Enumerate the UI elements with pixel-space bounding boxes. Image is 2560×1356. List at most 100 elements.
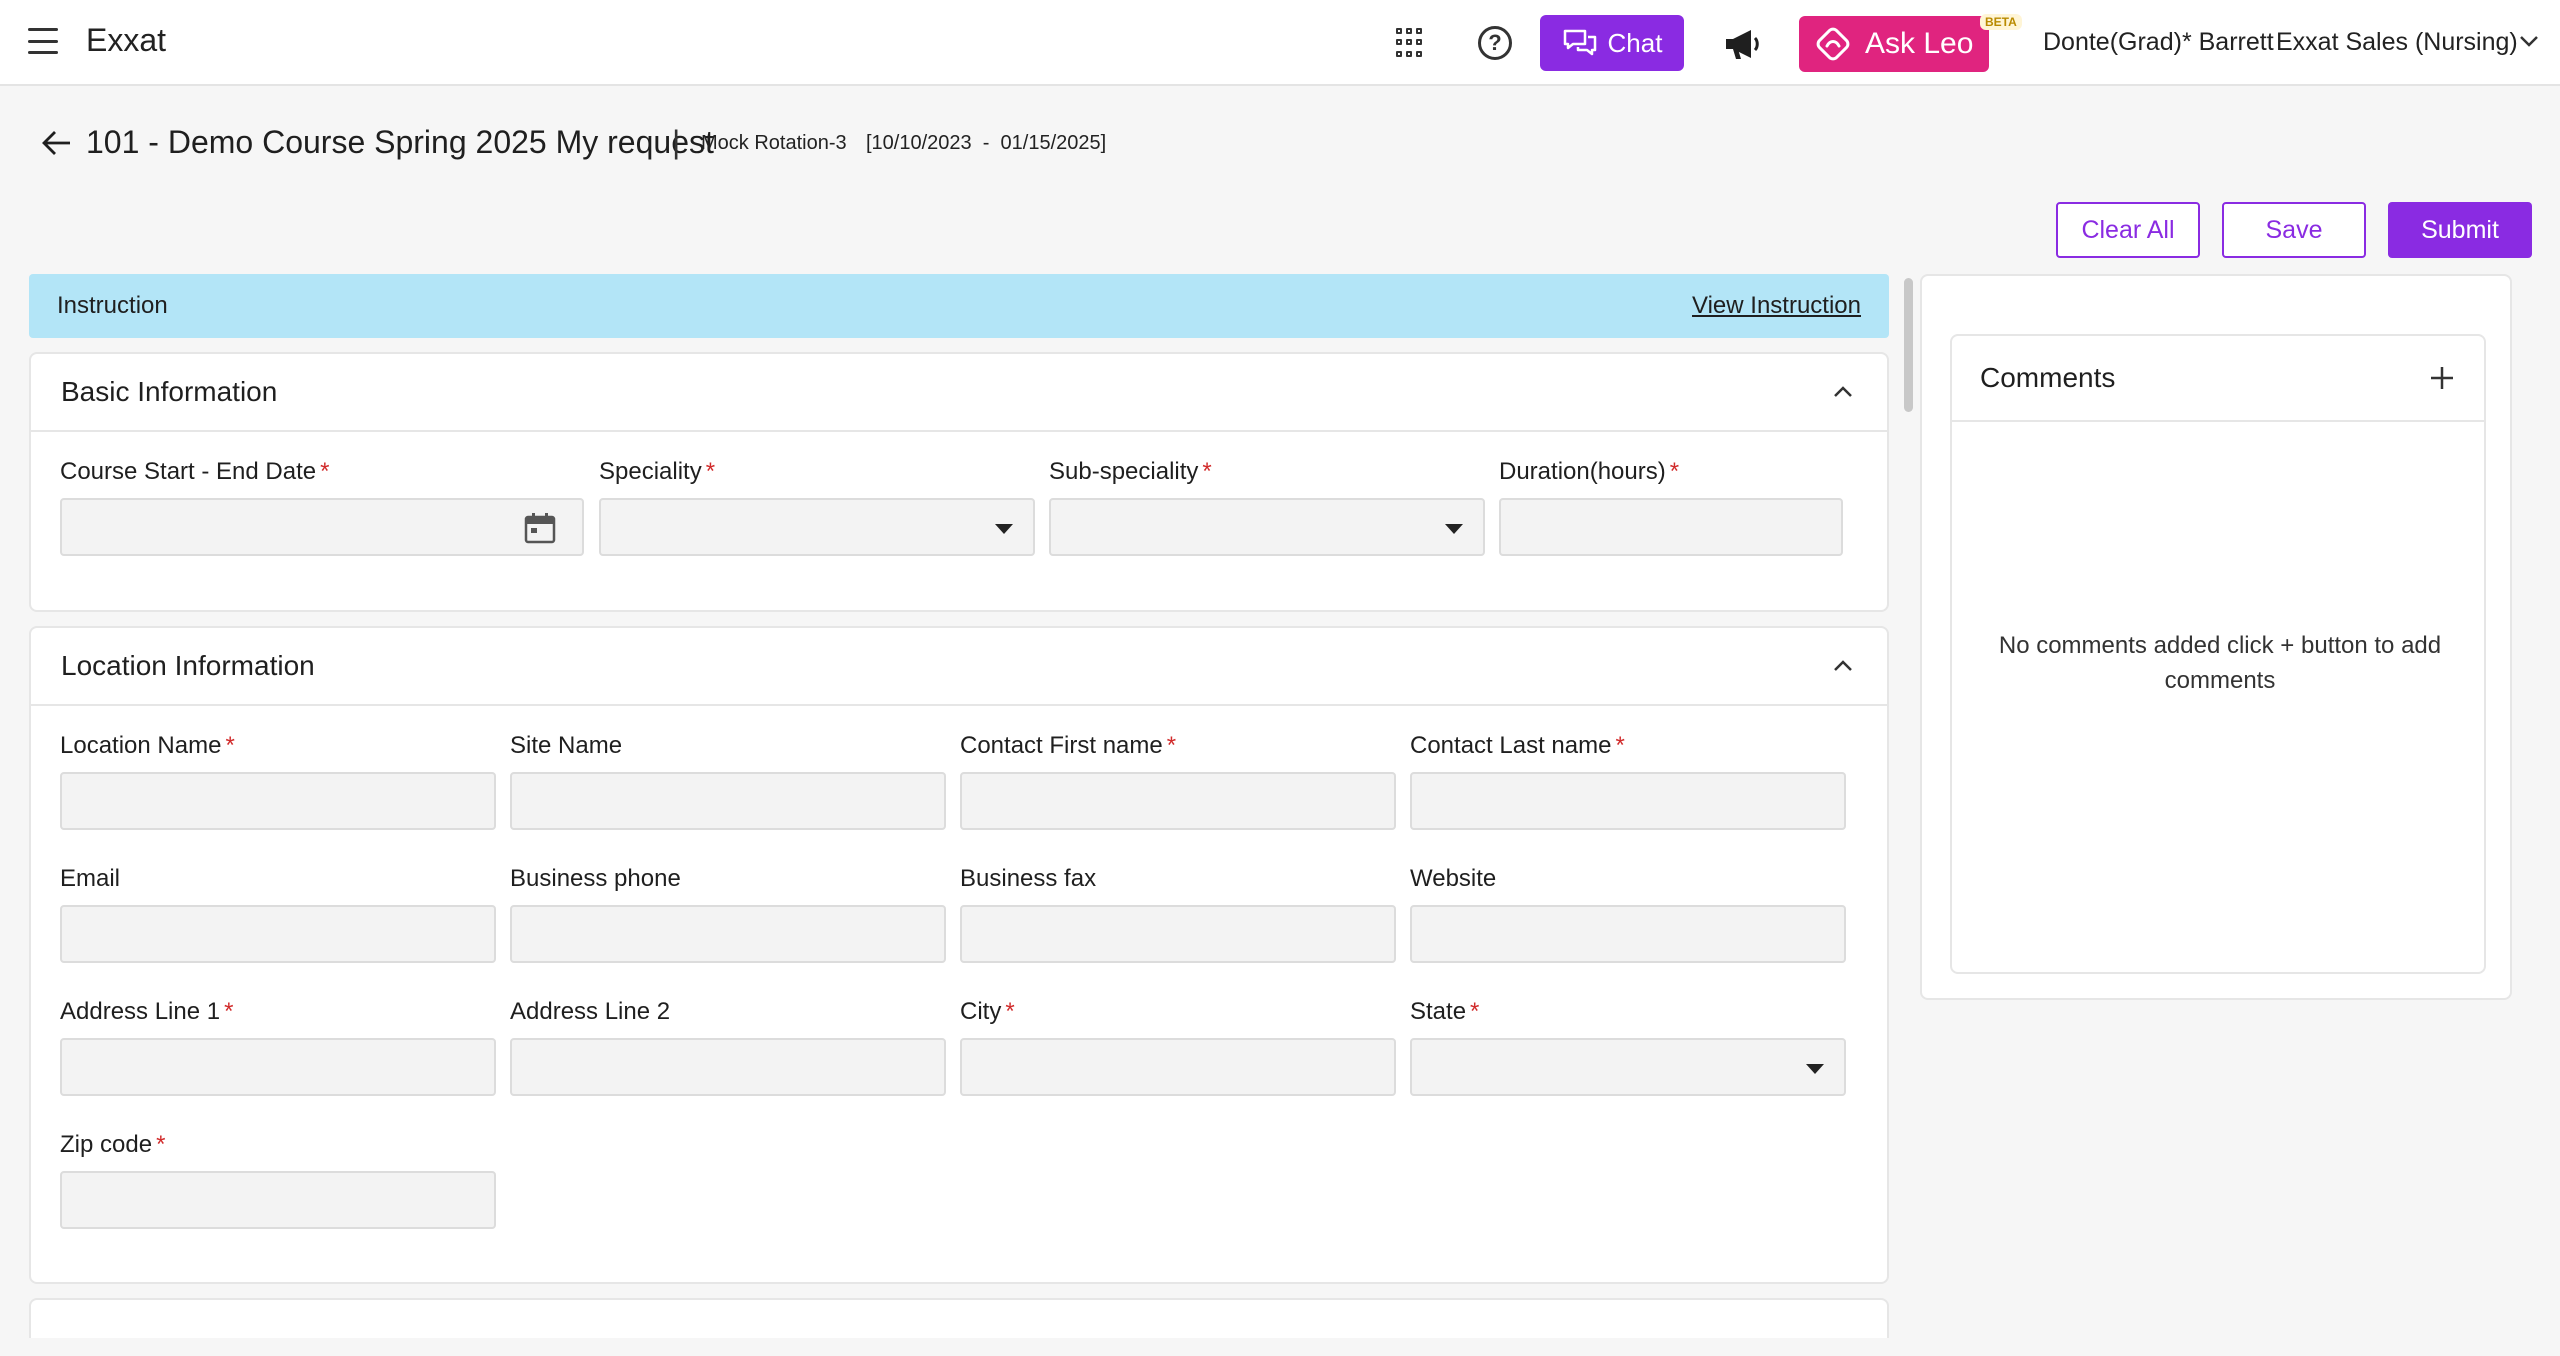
rotation-dates: [10/10/2023 - 01/15/2025] [866, 132, 1107, 154]
hamburger-menu-icon[interactable] [28, 28, 58, 54]
website-label: Website [1410, 865, 1497, 892]
address-line-2-field: Address Line 2 [510, 998, 946, 1096]
business-fax-label: Business fax [960, 865, 1097, 892]
ask-leo-button[interactable]: Ask Leo [1799, 16, 1989, 72]
duration-label: Duration(hours) [1499, 458, 1666, 485]
website-field: Website [1410, 865, 1846, 963]
sub-speciality-label: Sub-speciality [1049, 458, 1199, 485]
city-input[interactable] [960, 1038, 1396, 1096]
contact-last-name-input[interactable] [1410, 772, 1846, 830]
required-mark: * [1005, 998, 1015, 1025]
chat-button-label: Chat [1607, 27, 1663, 58]
duration-input[interactable] [1499, 498, 1843, 556]
announcements-megaphone-icon[interactable] [1722, 24, 1762, 64]
sub-speciality-field: Sub-speciality * [1049, 458, 1485, 556]
required-mark: * [224, 998, 234, 1025]
location-name-label: Location Name [60, 732, 222, 759]
zip-code-input[interactable] [60, 1171, 496, 1229]
zip-code-field: Zip code * [60, 1131, 496, 1229]
contact-last-name-label: Contact Last name [1410, 732, 1612, 759]
email-field: Email [60, 865, 496, 963]
location-information-header[interactable]: Location Information [31, 628, 1887, 706]
ask-leo-label: Ask Leo [1865, 27, 1974, 60]
chevron-down-icon[interactable] [2518, 30, 2540, 52]
title-separator: | [672, 124, 681, 160]
email-label: Email [60, 865, 121, 892]
city-field: City * [960, 998, 1396, 1096]
instruction-label: Instruction [57, 292, 168, 319]
top-navigation-bar: Exxat ? Chat Ask Leo BETA Donte(Grad)* B… [0, 0, 2560, 86]
leo-logo-icon [1816, 27, 1850, 61]
website-input[interactable] [1410, 905, 1846, 963]
required-mark: * [1166, 732, 1177, 759]
sub-speciality-select[interactable] [1049, 498, 1485, 556]
state-select[interactable] [1410, 1038, 1846, 1096]
view-instruction-link[interactable]: View Instruction [1692, 292, 1861, 319]
required-mark: * [1202, 458, 1212, 485]
location-information-title: Location Information [61, 650, 315, 681]
required-mark: * [225, 732, 235, 759]
rotation-name: Mock Rotation-3 [701, 132, 847, 154]
back-arrow-icon[interactable] [40, 126, 74, 160]
add-comment-plus-icon[interactable] [2428, 364, 2456, 392]
clear-all-button[interactable]: Clear All [2056, 202, 2200, 258]
comments-empty-message: No comments added click + button to add … [1998, 632, 2442, 694]
duration-field: Duration(hours) * [1499, 458, 1843, 556]
organization-selector[interactable]: Exxat Sales (Nursing) [2276, 28, 2518, 56]
page-title: 101 - Demo Course Spring 2025 My request [86, 124, 714, 160]
address-line-1-input[interactable] [60, 1038, 496, 1096]
city-label: City [960, 998, 1002, 1025]
required-mark: * [320, 458, 330, 485]
chat-button[interactable]: Chat [1540, 15, 1684, 71]
help-icon[interactable]: ? [1478, 26, 1512, 60]
course-dates-field: Course Start - End Date * [60, 458, 584, 556]
email-input[interactable] [60, 905, 496, 963]
required-mark: * [156, 1131, 166, 1158]
form-scrollbar-thumb[interactable] [1904, 278, 1913, 412]
user-name: Donte(Grad)* Barrett [2043, 28, 2274, 56]
basic-information-title: Basic Information [61, 376, 278, 407]
basic-information-header[interactable]: Basic Information [31, 354, 1887, 432]
address-line-2-input[interactable] [510, 1038, 946, 1096]
chevron-up-icon[interactable] [1829, 652, 1857, 680]
location-information-card: Location Information Location Name * Site… [29, 626, 1889, 1284]
comments-card: Comments No comments added click + butto… [1950, 334, 2486, 974]
brand-name: Exxat [86, 22, 167, 58]
beta-badge: BETA [1980, 14, 2022, 30]
location-name-field: Location Name * [60, 732, 496, 830]
speciality-label: Speciality [599, 458, 702, 485]
course-dates-label: Course Start - End Date [60, 458, 317, 485]
required-mark: * [1470, 998, 1480, 1025]
caret-down-icon [995, 524, 1013, 534]
business-phone-label: Business phone [510, 865, 681, 892]
basic-information-card: Basic Information Course Start - End Dat… [29, 352, 1889, 612]
zip-code-label: Zip code [60, 1131, 153, 1158]
business-phone-input[interactable] [510, 905, 946, 963]
course-dates-input[interactable] [60, 498, 584, 556]
submit-button[interactable]: Submit [2388, 202, 2532, 258]
chevron-up-icon[interactable] [1829, 378, 1857, 406]
address-line-1-field: Address Line 1 * [60, 998, 496, 1096]
required-mark: * [1669, 458, 1680, 485]
required-mark: * [705, 458, 716, 485]
save-button[interactable]: Save [2222, 202, 2366, 258]
comments-header: Comments [1952, 336, 2484, 422]
site-name-field: Site Name [510, 732, 946, 830]
business-fax-input[interactable] [960, 905, 1396, 963]
location-name-input[interactable] [60, 772, 496, 830]
business-fax-field: Business fax [960, 865, 1396, 963]
business-phone-field: Business phone [510, 865, 946, 963]
contact-last-name-field: Contact Last name * [1410, 732, 1846, 830]
address-line-1-label: Address Line 1 [60, 998, 221, 1025]
speciality-select[interactable] [599, 498, 1035, 556]
contact-first-name-label: Contact First name [960, 732, 1163, 759]
calendar-icon[interactable] [522, 510, 558, 546]
apps-grid-icon[interactable] [1396, 28, 1426, 58]
site-name-label: Site Name [510, 732, 623, 759]
comments-panel: Comments No comments added click + butto… [1920, 274, 2512, 1000]
site-name-input[interactable] [510, 772, 946, 830]
chat-bubbles-icon [1563, 29, 1596, 56]
contact-first-name-input[interactable] [960, 772, 1396, 830]
required-mark: * [1615, 732, 1625, 759]
comments-title: Comments [1980, 362, 2116, 393]
